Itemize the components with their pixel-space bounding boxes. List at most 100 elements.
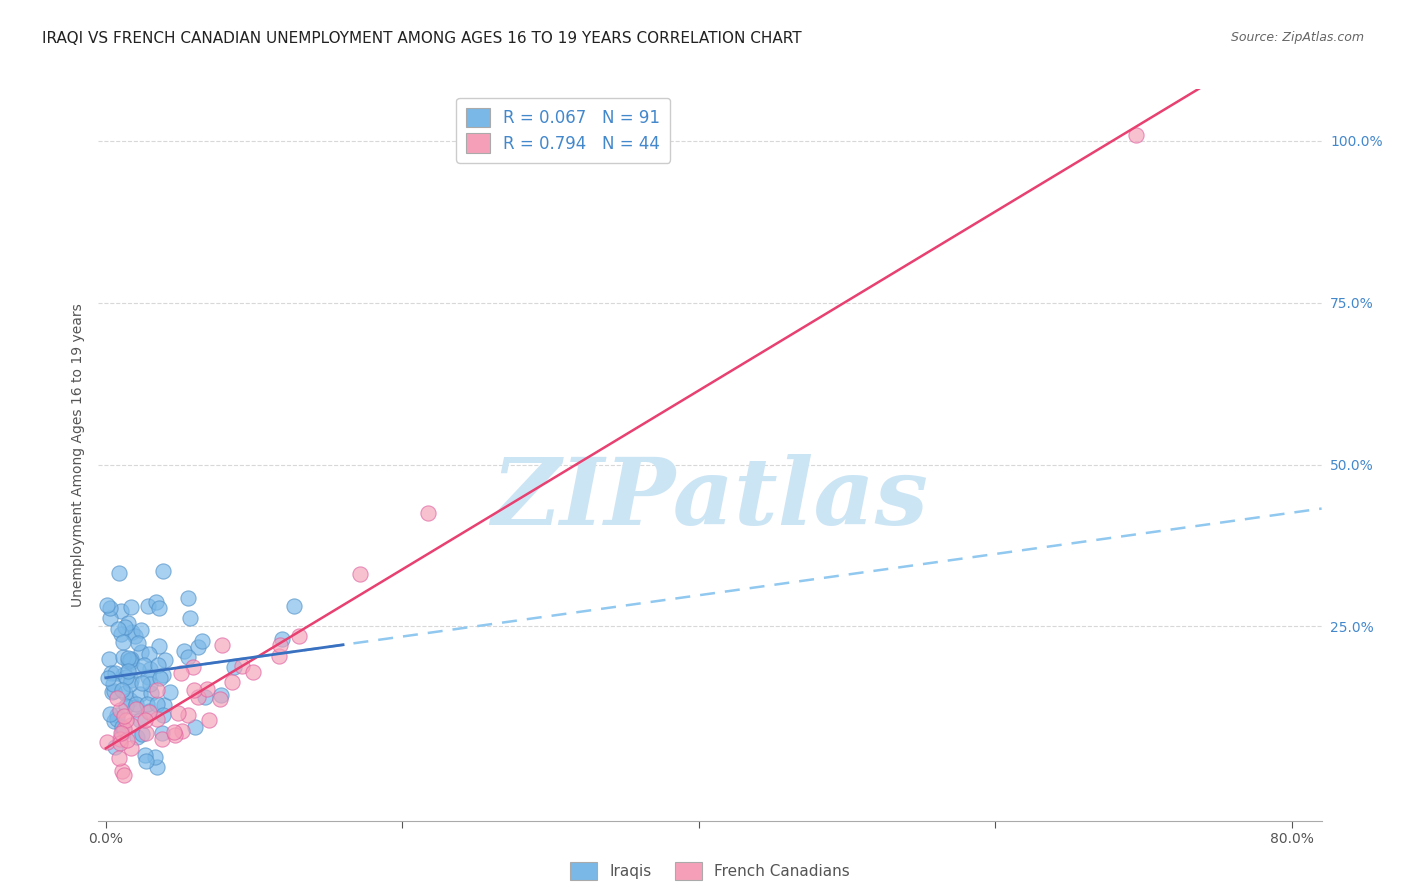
Point bbox=[179, 611, 201, 625]
Point bbox=[98, 707, 121, 722]
Point bbox=[128, 714, 150, 728]
Point bbox=[103, 714, 125, 729]
Point bbox=[152, 667, 174, 681]
Point bbox=[110, 703, 132, 717]
Point bbox=[177, 707, 200, 722]
Point bbox=[120, 655, 142, 669]
Point bbox=[111, 649, 134, 664]
Point bbox=[98, 601, 121, 615]
Point bbox=[163, 725, 186, 739]
Point bbox=[114, 669, 136, 683]
Point bbox=[105, 713, 128, 727]
Point bbox=[125, 731, 148, 745]
Point bbox=[209, 691, 232, 706]
Point bbox=[100, 666, 122, 681]
Point bbox=[120, 718, 142, 732]
Y-axis label: Unemployment Among Ages 16 to 19 years: Unemployment Among Ages 16 to 19 years bbox=[70, 303, 84, 607]
Point bbox=[131, 727, 153, 741]
Point bbox=[167, 706, 190, 721]
Point bbox=[114, 698, 136, 713]
Point bbox=[134, 713, 156, 727]
Point bbox=[98, 610, 121, 624]
Point bbox=[110, 604, 132, 618]
Legend: Iraqis, French Canadians: Iraqis, French Canadians bbox=[564, 856, 856, 886]
Point bbox=[267, 648, 290, 663]
Point bbox=[121, 624, 143, 639]
Point bbox=[159, 685, 181, 699]
Point bbox=[104, 665, 127, 680]
Point bbox=[231, 659, 253, 673]
Point bbox=[117, 664, 139, 678]
Point bbox=[117, 616, 139, 631]
Point bbox=[143, 749, 166, 764]
Point bbox=[118, 653, 141, 667]
Point bbox=[224, 659, 246, 673]
Point bbox=[107, 566, 129, 580]
Point bbox=[177, 649, 200, 664]
Point bbox=[114, 686, 136, 700]
Point bbox=[125, 698, 148, 712]
Point bbox=[128, 687, 150, 701]
Point bbox=[283, 599, 305, 613]
Point bbox=[124, 629, 146, 643]
Point bbox=[1125, 128, 1147, 142]
Point bbox=[138, 647, 160, 661]
Point bbox=[104, 740, 127, 755]
Point bbox=[198, 713, 221, 727]
Point bbox=[100, 685, 122, 699]
Point bbox=[138, 704, 160, 718]
Point bbox=[148, 639, 170, 653]
Point bbox=[96, 598, 118, 612]
Point bbox=[96, 735, 118, 749]
Point bbox=[135, 754, 157, 768]
Point bbox=[145, 697, 167, 711]
Point bbox=[103, 677, 125, 691]
Point bbox=[152, 708, 174, 723]
Point bbox=[209, 688, 232, 702]
Point bbox=[97, 651, 120, 665]
Text: Source: ZipAtlas.com: Source: ZipAtlas.com bbox=[1230, 31, 1364, 45]
Point bbox=[110, 627, 132, 641]
Point bbox=[139, 662, 162, 676]
Point bbox=[129, 623, 152, 637]
Point bbox=[145, 682, 167, 697]
Point bbox=[112, 722, 135, 736]
Point bbox=[191, 634, 214, 648]
Point bbox=[120, 599, 142, 614]
Text: ZIPatlas: ZIPatlas bbox=[492, 454, 928, 544]
Point bbox=[108, 732, 131, 747]
Point bbox=[187, 640, 209, 654]
Point bbox=[149, 671, 172, 685]
Point bbox=[111, 725, 134, 739]
Point bbox=[183, 683, 205, 698]
Point bbox=[288, 629, 311, 643]
Point bbox=[136, 670, 159, 684]
Point bbox=[165, 728, 187, 742]
Point bbox=[146, 760, 169, 774]
Point bbox=[114, 714, 136, 728]
Point bbox=[120, 692, 142, 706]
Point bbox=[170, 665, 193, 680]
Point bbox=[269, 638, 291, 652]
Point bbox=[155, 653, 177, 667]
Point bbox=[111, 764, 134, 779]
Point bbox=[194, 690, 217, 704]
Point bbox=[125, 702, 148, 716]
Point bbox=[108, 736, 131, 750]
Point bbox=[135, 726, 157, 740]
Point bbox=[112, 768, 135, 782]
Point bbox=[131, 645, 153, 659]
Point bbox=[136, 697, 159, 711]
Point bbox=[107, 623, 129, 637]
Point bbox=[118, 676, 141, 690]
Point bbox=[221, 675, 243, 690]
Point bbox=[105, 707, 128, 722]
Point bbox=[115, 733, 138, 747]
Point bbox=[349, 566, 371, 581]
Point bbox=[112, 709, 135, 723]
Point bbox=[105, 691, 128, 706]
Point bbox=[150, 726, 173, 740]
Point bbox=[173, 643, 195, 657]
Point bbox=[172, 724, 194, 739]
Point bbox=[120, 673, 142, 688]
